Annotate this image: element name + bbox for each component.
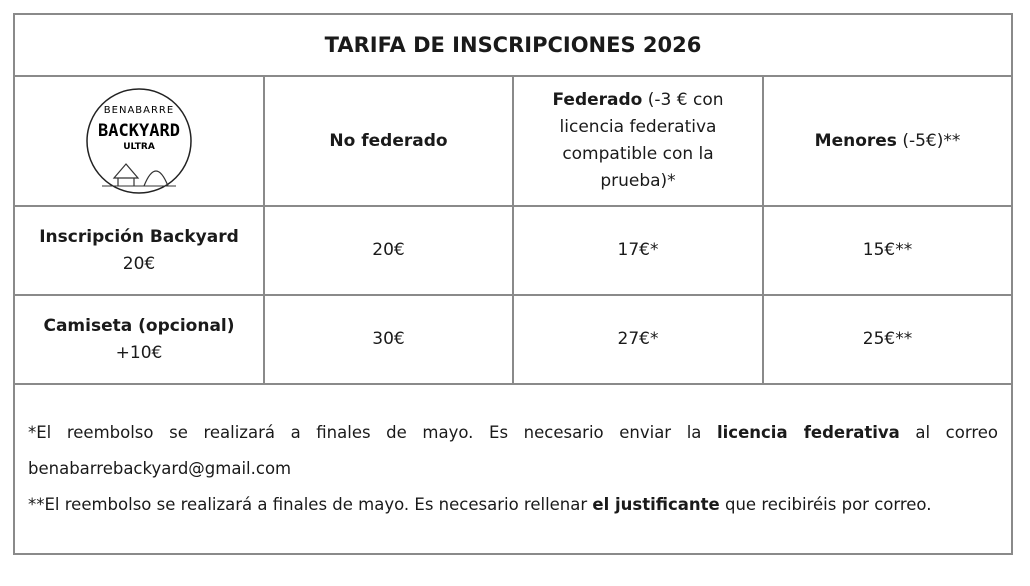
header-bold: No federado: [329, 130, 448, 151]
label: Camiseta (opcional): [43, 315, 235, 336]
logo-cell: BENABARRE BACKYARD ULTRA: [13, 75, 265, 207]
note-text: que recibiréis por correo.: [719, 495, 932, 514]
price-table: TARIFA DE INSCRIPCIONES 2026 BENABARRE B…: [12, 13, 1014, 555]
logo: BENABARRE BACKYARD ULTRA: [86, 88, 192, 194]
cell: 30€: [263, 294, 514, 385]
cell: 17€*: [512, 205, 764, 296]
note: **El reembolso se realizará a finales de…: [28, 487, 998, 523]
cell: 15€**: [761, 205, 1014, 296]
note-text: **El reembolso se realizará a finales de…: [28, 495, 593, 514]
header-cell: Menores (-5€)**: [761, 75, 1014, 207]
header-bold: Menores: [814, 130, 897, 151]
logo-main: BACKYARD: [98, 121, 180, 141]
header-text: (-5€)**: [896, 130, 961, 151]
price: 20€: [122, 253, 156, 274]
cell: 27€*: [512, 294, 764, 385]
label: Inscripción Backyard: [39, 226, 239, 247]
note: *El reembolso se realizará a finales de …: [28, 415, 998, 487]
cell: 25€**: [761, 294, 1014, 385]
note-bold: licencia federativa: [717, 423, 900, 442]
header-cell: No federado: [263, 75, 514, 207]
note-text: *El reembolso se realizará a finales de …: [28, 423, 717, 442]
row-label: Camiseta (opcional) +10€: [13, 294, 265, 385]
table-title: TARIFA DE INSCRIPCIONES 2026: [12, 13, 1014, 77]
row-label: Inscripción Backyard 20€: [13, 205, 265, 296]
logo-sub: ULTRA: [123, 142, 155, 152]
note-text: al correo benabarrebackyard@gmail.com: [28, 423, 999, 478]
note-bold: el justificante: [592, 495, 720, 514]
header-bold: Federado: [552, 90, 643, 110]
notes: *El reembolso se realizará a finales de …: [12, 383, 1014, 555]
price: +10€: [115, 342, 163, 363]
header-cell: Federado (-3 € con licencia federativa c…: [512, 75, 764, 207]
header-text: (-3 € con licencia federativa compatible…: [559, 90, 724, 191]
logo-top: BENABARRE: [104, 105, 174, 116]
cell: 20€: [263, 205, 514, 296]
